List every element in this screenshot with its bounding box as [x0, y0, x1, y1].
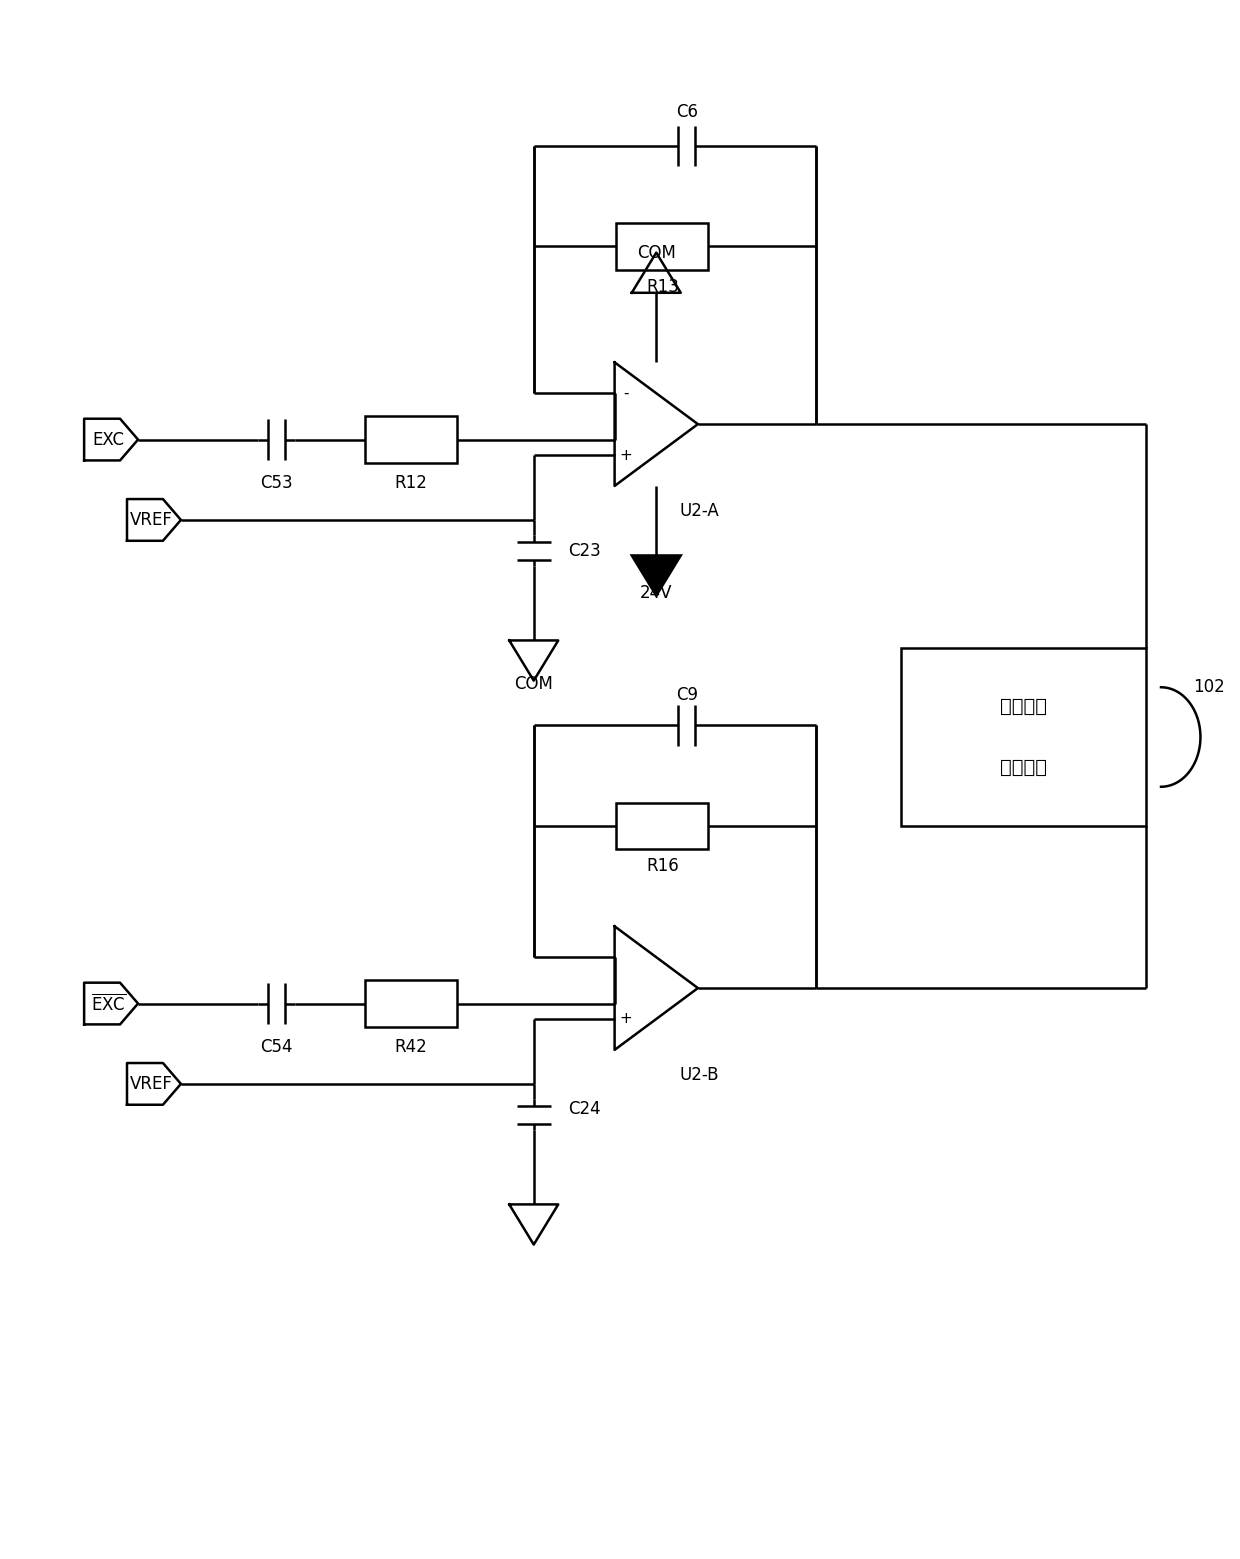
Text: 102: 102: [1193, 678, 1225, 697]
Text: R16: R16: [646, 857, 678, 875]
Text: U2-B: U2-B: [680, 1066, 719, 1084]
Bar: [366, 981, 458, 1027]
Bar: [616, 803, 708, 850]
Text: R12: R12: [394, 474, 428, 491]
Text: C54: C54: [260, 1038, 293, 1055]
Text: +: +: [619, 1012, 632, 1026]
Text: $\overline{\rm EXC}$: $\overline{\rm EXC}$: [91, 993, 126, 1013]
Text: C53: C53: [260, 474, 293, 491]
Text: 激励推挝: 激励推挝: [1001, 697, 1048, 716]
Text: R42: R42: [394, 1038, 428, 1055]
Text: +: +: [619, 447, 632, 463]
Polygon shape: [631, 555, 681, 596]
Text: 24V: 24V: [640, 583, 672, 602]
Text: COM: COM: [637, 243, 676, 262]
Text: C23: C23: [568, 543, 601, 560]
Text: 输出模块: 输出模块: [1001, 758, 1048, 776]
Text: COM: COM: [515, 675, 553, 692]
Text: C9: C9: [676, 686, 698, 703]
Text: C24: C24: [568, 1099, 600, 1118]
Bar: [616, 223, 708, 270]
Text: VREF: VREF: [130, 1074, 172, 1093]
Text: VREF: VREF: [130, 511, 172, 529]
Text: R13: R13: [646, 278, 678, 296]
Bar: [901, 649, 1146, 826]
Text: C6: C6: [676, 103, 698, 122]
Text: U2-A: U2-A: [680, 502, 719, 519]
Text: EXC: EXC: [93, 430, 125, 449]
Bar: [366, 416, 458, 463]
Text: -: -: [622, 385, 629, 401]
